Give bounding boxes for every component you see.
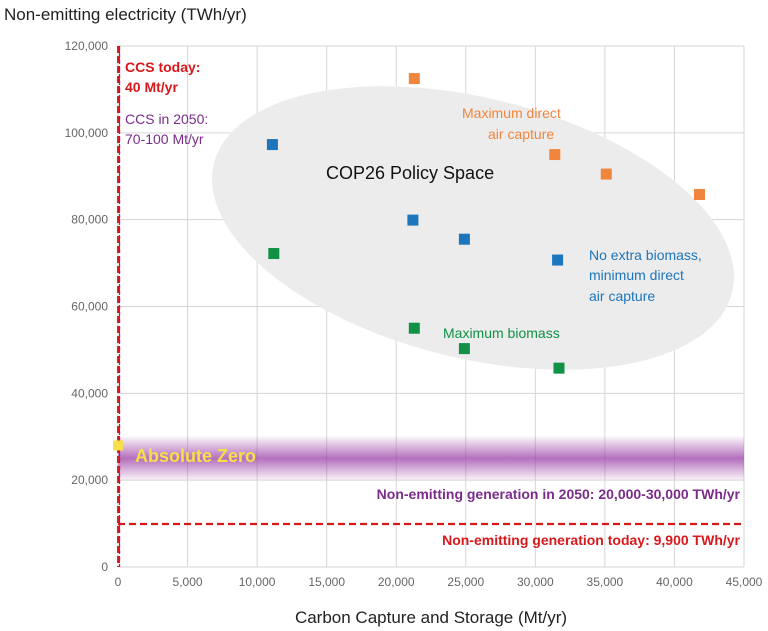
absolute-zero-marker [113,440,123,451]
series-0-point-2 [600,168,612,180]
series-1-point-2 [458,233,470,245]
x-tick-label: 10,000 [239,575,276,589]
x-tick-label: 35,000 [587,575,624,589]
policy-space-region [212,86,734,370]
series-0-point-0 [408,73,420,85]
series-2-point-1 [408,322,420,334]
x-tick-label: 0 [115,575,122,589]
series-1-point-1 [407,214,419,226]
y-tick-label: 60,000 [71,300,108,314]
series-1-point-3 [552,254,564,266]
generation-2050-label: Non-emitting generation in 2050: 20,000-… [377,486,741,502]
y-axis-title: Non-emitting electricity (TWh/yr) [4,5,247,24]
y-tick-label: 100,000 [65,126,109,140]
max-biomass-label: Maximum biomass [443,325,560,341]
y-tick-label: 120,000 [65,39,109,53]
generation-today-label: Non-emitting generation today: 9,900 TWh… [442,532,740,548]
series-2-point-2 [458,343,470,355]
x-tick-label: 30,000 [517,575,554,589]
x-tick-labels: 0 5,000 10,000 15,000 20,000 25,000 30,000 35,0… [115,575,763,589]
x-tick-label: 5,000 [173,575,203,589]
absolute-zero-label: Absolute Zero [135,446,256,466]
no-biomass-label-1: No extra biomass, [589,247,702,263]
y-tick-label: 80,000 [71,213,108,227]
series-2-point-3 [553,362,565,374]
ccs-today-label: CCS today: [125,59,200,75]
data-points [266,73,705,374]
no-biomass-label-3: air capture [589,288,655,304]
series-0-point-3 [693,188,705,200]
y-tick-label: 0 [101,560,108,574]
x-tick-label: 45,000 [726,575,763,589]
ccs-2050-value: 70-100 Mt/yr [125,131,204,147]
y-tick-labels: 0 20,000 40,000 60,000 80,000 100,000 120,000 [65,39,109,574]
generation-2050-band [118,436,744,481]
y-tick-label: 20,000 [71,473,108,487]
max-dac-label-2: air capture [488,126,554,142]
x-tick-label: 15,000 [308,575,345,589]
ccs-today-value: 40 Mt/yr [125,79,178,95]
policy-space-label: COP26 Policy Space [326,163,494,183]
x-tick-label: 40,000 [656,575,693,589]
y-tick-label: 40,000 [71,386,108,400]
max-dac-label-1: Maximum direct [462,105,561,121]
no-biomass-label-2: minimum direct [589,267,684,283]
series-1-point-0 [266,139,278,151]
series-0-point-1 [549,149,561,161]
ccs-2050-label: CCS in 2050: [125,111,208,127]
series-2-point-0 [268,248,280,260]
x-axis-title: Carbon Capture and Storage (Mt/yr) [295,608,567,627]
x-tick-label: 20,000 [378,575,415,589]
x-tick-label: 25,000 [447,575,484,589]
